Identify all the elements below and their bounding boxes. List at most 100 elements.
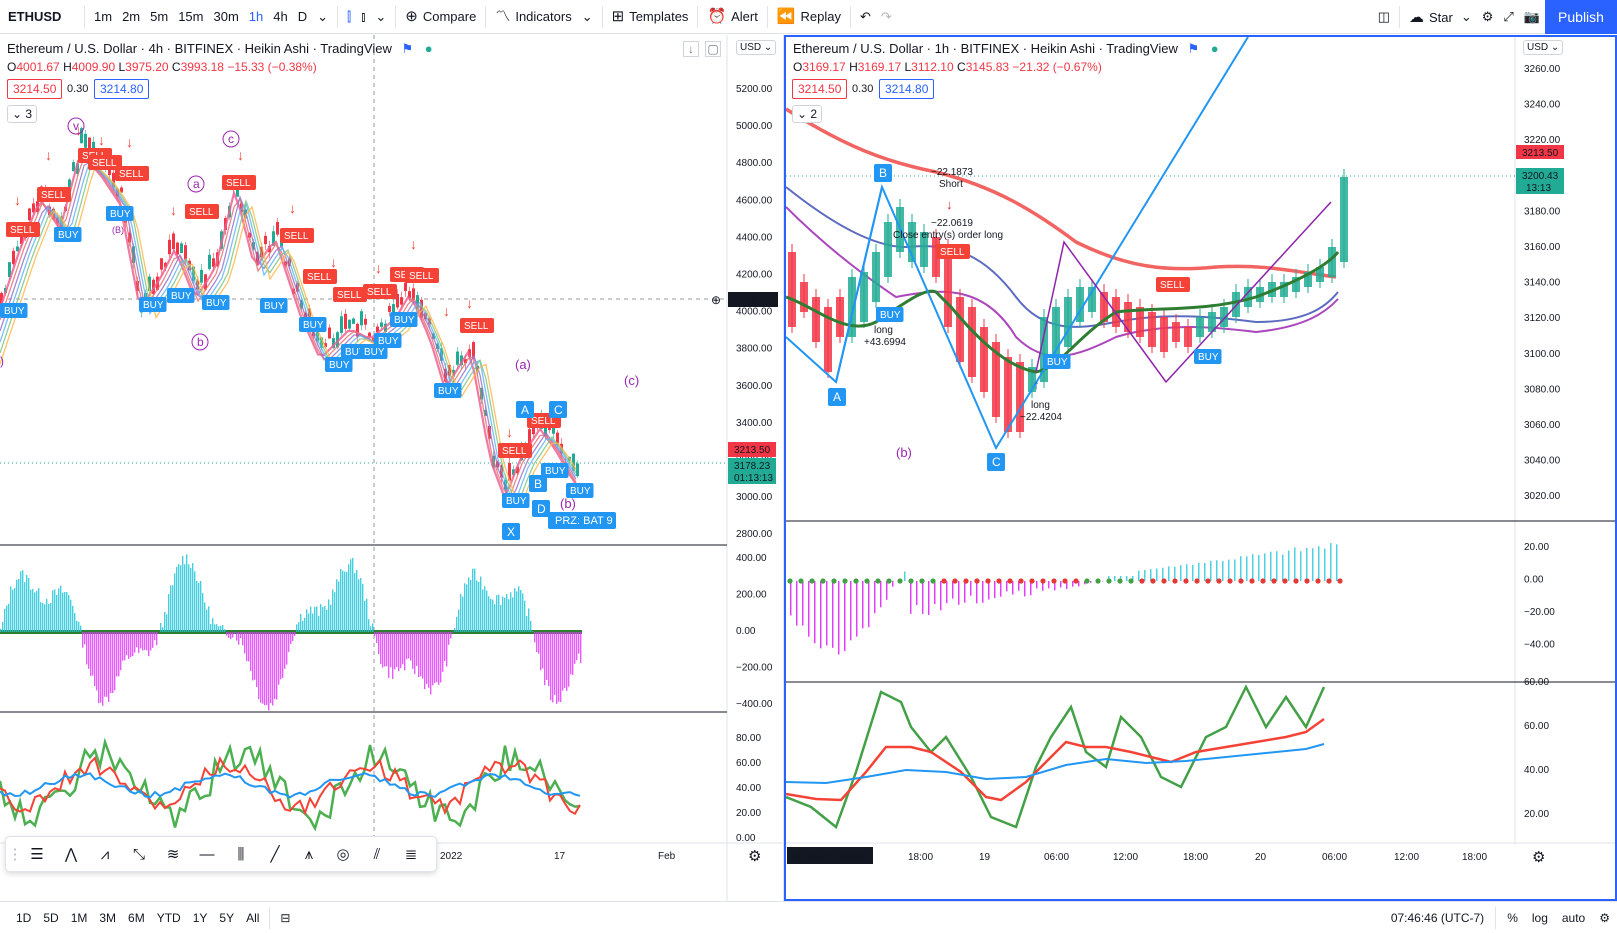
histogram-bar xyxy=(120,632,122,671)
auto-toggle[interactable]: auto xyxy=(1561,911,1586,925)
undo-button[interactable]: ↶ xyxy=(855,0,876,34)
histogram-bar xyxy=(250,632,252,671)
interval-d[interactable]: D xyxy=(297,9,308,24)
gear-icon: ⚙ xyxy=(748,848,761,865)
left-chart-canvas[interactable]: 5200.00 5000.00 4800.00 4600.00 4400.00 4200.… xyxy=(0,35,784,901)
indicators-toggle[interactable]: ⌄ 3 xyxy=(7,105,38,123)
histogram-bar xyxy=(862,581,864,629)
histogram-bar xyxy=(216,624,218,632)
range-all[interactable]: All xyxy=(246,910,260,925)
interval-1h[interactable]: 1h xyxy=(248,9,264,24)
indicators-button[interactable]: 〽 Indicators xyxy=(490,0,576,34)
currency-selector[interactable]: USD ⌄ xyxy=(1523,40,1564,55)
histogram-bar xyxy=(76,620,78,632)
chevron-down-icon[interactable]: ⌄ xyxy=(317,8,329,24)
close-value: 3993.18 xyxy=(180,60,224,74)
indicators-toggle[interactable]: ⌄ 2 xyxy=(792,105,823,123)
divider xyxy=(337,5,339,28)
goto-date-icon[interactable]: ⊟ xyxy=(280,910,291,925)
buy-price-button[interactable]: 3214.80 xyxy=(94,79,150,99)
range-1y[interactable]: 1Y xyxy=(192,910,208,925)
range-3m[interactable]: 3M xyxy=(99,910,117,925)
candle-body xyxy=(1292,277,1300,292)
settings-icon[interactable]: ⚙ xyxy=(1599,911,1610,925)
sell-price-button[interactable]: 3214.50 xyxy=(792,79,848,99)
histogram-bar xyxy=(182,556,184,632)
range-5d[interactable]: 5D xyxy=(43,910,59,925)
scroll-down-icon[interactable]: ↓ xyxy=(683,41,699,57)
snapshot-button[interactable]: 📷 xyxy=(1519,0,1545,34)
range-1d[interactable]: 1D xyxy=(16,910,32,925)
sell-price-button[interactable]: 3214.50 xyxy=(7,79,63,99)
range-ytd[interactable]: YTD xyxy=(156,910,181,925)
interval-4h[interactable]: 4h xyxy=(273,9,288,24)
parallel-channel-icon[interactable]: ⫽ xyxy=(373,845,381,863)
maximize-icon[interactable]: ▢ xyxy=(705,41,721,57)
histogram-bar xyxy=(176,566,178,632)
histogram-bar xyxy=(82,632,84,648)
chevron-down-icon[interactable]: ⌄ xyxy=(375,8,387,24)
clock-label[interactable]: 07:46:46 (UTC-7) xyxy=(1390,911,1485,925)
percent-toggle[interactable]: % xyxy=(1507,911,1518,925)
candle-style-icon[interactable]: ⫾ xyxy=(361,8,366,24)
path-icon[interactable]: ⩚ xyxy=(304,845,314,863)
abc-pattern-icon[interactable]: ⋀ xyxy=(64,846,78,863)
templates-button[interactable]: ⊞ Templates xyxy=(607,0,694,34)
histogram-bar xyxy=(164,611,166,632)
trend-lines-icon[interactable]: ☰ xyxy=(30,846,44,863)
replay-button[interactable]: ⏪ Replay xyxy=(772,0,846,34)
horizontal-line-icon[interactable]: — xyxy=(199,845,215,863)
alert-button[interactable]: ⏰ Alert xyxy=(702,0,762,34)
candle-body xyxy=(180,243,183,254)
interval-5m[interactable]: 5m xyxy=(150,9,169,24)
publish-button[interactable]: Publish xyxy=(1545,0,1617,34)
redo-button[interactable]: ↷ xyxy=(876,0,897,34)
interval-15m[interactable]: 15m xyxy=(178,9,204,24)
left-chart-pane[interactable]: 5200.00 5000.00 4800.00 4600.00 4400.00 4200.… xyxy=(0,35,784,901)
signal-dot xyxy=(1315,578,1321,584)
brush-icon[interactable]: ⤡ xyxy=(132,845,145,863)
sell-signal-tag-bg xyxy=(37,187,71,202)
spiral-icon[interactable]: ◎ xyxy=(336,846,350,863)
drag-handle-icon[interactable]: ⋮ xyxy=(7,846,23,863)
layout-button[interactable]: ◫ xyxy=(1373,0,1395,34)
histogram-bar xyxy=(530,620,532,632)
histogram-bar xyxy=(1144,569,1146,581)
rsi-line xyxy=(0,772,581,799)
range-6m[interactable]: 6M xyxy=(128,910,145,925)
xabcd-pattern-icon[interactable]: ⩘ xyxy=(100,845,110,863)
right-chart-canvas[interactable]: 3260.003240.003220.003200.003180.003160.… xyxy=(786,37,1615,899)
settings-button[interactable]: ⚙ xyxy=(1477,0,1499,34)
symbol-search[interactable]: ETHUSD xyxy=(8,9,62,24)
range-1m[interactable]: 1M xyxy=(70,910,88,925)
interval-1m[interactable]: 1m xyxy=(94,9,113,24)
currency-selector[interactable]: USD ⌄ xyxy=(736,40,777,55)
interval-2m[interactable]: 2m xyxy=(122,9,141,24)
interval-30m[interactable]: 30m xyxy=(213,9,239,24)
buy-price-button[interactable]: 3214.80 xyxy=(879,79,935,99)
histogram-bar xyxy=(124,632,126,661)
fullscreen-button[interactable]: ⤢ xyxy=(1498,0,1518,34)
candle-body xyxy=(908,222,916,262)
star-button[interactable]: ☁ Star ⌄ xyxy=(1404,0,1477,34)
bar-style-icon[interactable]: ⫿ xyxy=(347,8,352,24)
histogram-bar xyxy=(434,632,436,683)
histogram-bar xyxy=(438,632,440,685)
ruler-icon[interactable]: ⫼ xyxy=(237,845,245,863)
fib-channel-icon[interactable]: ≣ xyxy=(404,846,418,863)
open-value: 4001.67 xyxy=(16,60,60,74)
fib-tools-icon[interactable]: ≋ xyxy=(166,846,180,863)
right-chart-pane[interactable]: 3260.003240.003220.003200.003180.003160.… xyxy=(784,35,1617,901)
histogram-bar xyxy=(432,632,434,686)
log-toggle[interactable]: log xyxy=(1531,911,1548,925)
chevron-down-icon[interactable]: ⌄ xyxy=(581,8,593,24)
range-5y[interactable]: 5Y xyxy=(219,910,235,925)
histogram-bar xyxy=(1018,581,1020,591)
wave-circle xyxy=(67,117,85,135)
last-price-label: 3213.50 xyxy=(734,445,771,456)
line-icon[interactable]: ╱ xyxy=(270,846,280,863)
sell-signal-tag-bg xyxy=(6,222,40,237)
long-arrow-icon: ↑ xyxy=(1033,377,1040,392)
histogram-bar xyxy=(470,580,472,632)
compare-button[interactable]: ⊕ Compare xyxy=(400,0,481,34)
